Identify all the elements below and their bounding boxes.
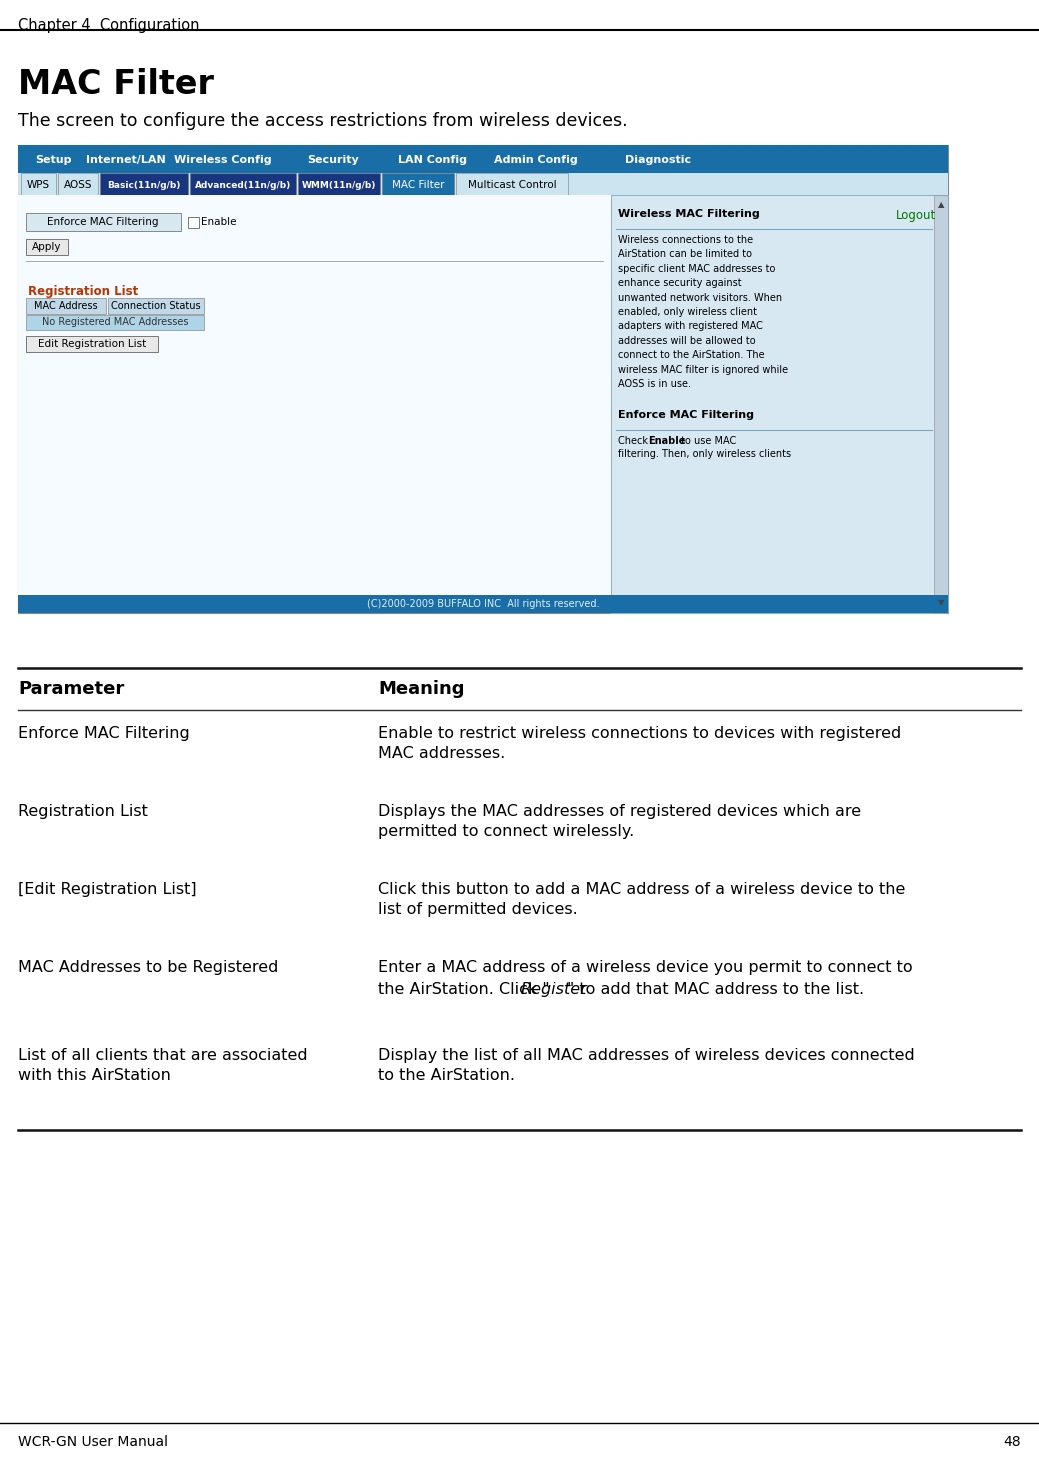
Bar	[21, 174, 56, 196]
Text: List of all clients that are associated
with this AirStation: List of all clients that are associated …	[18, 1048, 308, 1083]
Text: Basic(11n/g/b): Basic(11n/g/b)	[107, 181, 181, 190]
Text: Enter a MAC address of a wireless device you permit to connect to: Enter a MAC address of a wireless device…	[378, 960, 912, 975]
Text: MAC Filter: MAC Filter	[18, 69, 214, 101]
Bar	[456, 174, 568, 196]
Text: The screen to configure the access restrictions from wireless devices.: The screen to configure the access restr…	[18, 112, 628, 130]
Text: WPS: WPS	[27, 179, 50, 190]
Bar	[26, 336, 158, 352]
Bar	[26, 213, 181, 231]
Text: Security: Security	[308, 155, 358, 165]
Text: 48: 48	[1004, 1436, 1021, 1449]
Text: Chapter 4  Configuration: Chapter 4 Configuration	[18, 18, 199, 34]
Bar	[18, 174, 948, 196]
Text: Enforce MAC Filtering: Enforce MAC Filtering	[18, 727, 190, 741]
Text: Enable: Enable	[201, 217, 237, 228]
Bar	[382, 174, 454, 196]
Text: filtering. Then, only wireless clients: filtering. Then, only wireless clients	[618, 449, 791, 460]
Bar	[26, 239, 68, 255]
Bar	[190, 174, 296, 196]
Text: Registration List: Registration List	[18, 804, 148, 818]
Text: Enable: Enable	[648, 436, 686, 446]
Text: Click this button to add a MAC address of a wireless device to the
list of permi: Click this button to add a MAC address o…	[378, 883, 905, 916]
Text: No Registered MAC Addresses: No Registered MAC Addresses	[42, 317, 188, 327]
Bar	[298, 174, 380, 196]
Text: ▲: ▲	[938, 200, 944, 210]
Text: WCR-GN User Manual: WCR-GN User Manual	[18, 1436, 168, 1449]
Text: Apply: Apply	[32, 242, 61, 252]
Text: to use MAC: to use MAC	[678, 436, 737, 446]
Bar	[188, 217, 199, 228]
Text: Check: Check	[618, 436, 651, 446]
Bar	[18, 196, 611, 613]
Bar	[26, 298, 106, 314]
Bar	[108, 298, 204, 314]
Text: Parameter: Parameter	[18, 680, 125, 697]
Bar	[18, 144, 948, 613]
Bar	[611, 196, 948, 613]
Text: Connection Status: Connection Status	[111, 301, 201, 311]
Text: WMM(11n/g/b): WMM(11n/g/b)	[301, 181, 376, 190]
Bar	[18, 595, 948, 613]
Text: [Edit Registration List]: [Edit Registration List]	[18, 883, 196, 897]
Text: Register: Register	[521, 982, 587, 996]
Text: Registration List: Registration List	[28, 285, 138, 298]
Bar	[100, 174, 188, 196]
Bar	[58, 174, 98, 196]
Text: Admin Config: Admin Config	[495, 155, 578, 165]
Text: LAN Config: LAN Config	[399, 155, 468, 165]
Text: Diagnostic: Diagnostic	[624, 155, 691, 165]
Text: ▼: ▼	[938, 598, 944, 607]
Text: Meaning: Meaning	[378, 680, 464, 697]
Text: the AirStation. Click ": the AirStation. Click "	[378, 982, 550, 996]
Text: Internet/LAN: Internet/LAN	[86, 155, 166, 165]
Text: MAC Addresses to be Registered: MAC Addresses to be Registered	[18, 960, 278, 975]
Text: Wireless MAC Filtering: Wireless MAC Filtering	[618, 209, 760, 219]
Text: Wireless connections to the
AirStation can be limited to
specific client MAC add: Wireless connections to the AirStation c…	[618, 235, 789, 390]
Text: MAC Filter: MAC Filter	[392, 179, 445, 190]
Text: (C)2000-2009 BUFFALO INC  All rights reserved.: (C)2000-2009 BUFFALO INC All rights rese…	[367, 600, 600, 608]
Text: Enforce MAC Filtering: Enforce MAC Filtering	[47, 217, 159, 228]
Text: Advanced(11n/g/b): Advanced(11n/g/b)	[195, 181, 291, 190]
Text: Logout: Logout	[896, 209, 936, 222]
Text: Edit Registration List: Edit Registration List	[37, 338, 146, 349]
Text: Multicast Control: Multicast Control	[468, 179, 556, 190]
Text: Enable to restrict wireless connections to devices with registered
MAC addresses: Enable to restrict wireless connections …	[378, 727, 901, 760]
Text: Enforce MAC Filtering: Enforce MAC Filtering	[618, 410, 754, 420]
Text: MAC Address: MAC Address	[34, 301, 98, 311]
Text: AOSS: AOSS	[63, 179, 92, 190]
Text: Displays the MAC addresses of registered devices which are
permitted to connect : Displays the MAC addresses of registered…	[378, 804, 861, 839]
Text: Wireless Config: Wireless Config	[175, 155, 272, 165]
Text: Display the list of all MAC addresses of wireless devices connected
to the AirSt: Display the list of all MAC addresses of…	[378, 1048, 914, 1083]
Text: " to add that MAC address to the list.: " to add that MAC address to the list.	[567, 982, 864, 996]
Bar	[26, 315, 204, 330]
Bar	[18, 144, 948, 174]
Bar	[934, 196, 948, 613]
Text: Setup: Setup	[34, 155, 72, 165]
